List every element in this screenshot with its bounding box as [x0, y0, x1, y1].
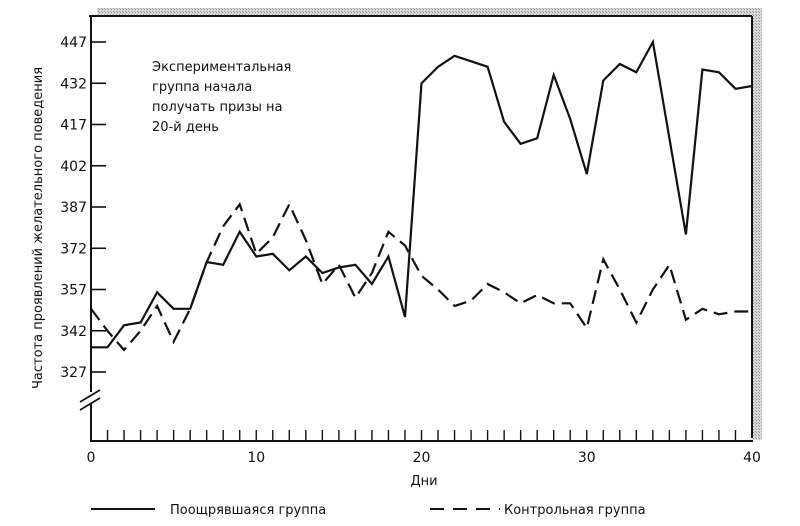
svg-text:группа начала: группа начала [152, 80, 252, 95]
x-tick-label: 20 [413, 450, 431, 466]
legend-item-control: Контрольная группа [430, 503, 646, 518]
annotation-text: Экспериментальная группа начала получать… [152, 60, 291, 135]
x-axis-title: Дни [410, 474, 437, 489]
x-axis: 0 10 20 30 40 [87, 430, 761, 466]
y-tick-label: 417 [60, 118, 87, 134]
legend-label: Поощрявшаяся группа [170, 503, 326, 518]
y-tick-label: 342 [60, 324, 87, 340]
series-line-control [90, 201, 752, 352]
legend: Поощрявшаяся группа Контрольная группа [91, 503, 646, 518]
y-axis-break-icon [79, 389, 101, 411]
x-tick-label: 10 [247, 450, 265, 466]
svg-text:получать призы на: получать призы на [152, 100, 282, 115]
x-tick-label: 0 [87, 450, 96, 466]
y-tick-label: 387 [60, 200, 87, 216]
y-tick-label: 372 [60, 241, 87, 257]
y-tick-label: 402 [60, 159, 87, 175]
frame-shadow-right [752, 8, 762, 440]
svg-text:20-й день: 20-й день [152, 120, 219, 135]
y-axis-title: Частота проявлений желательного поведени… [31, 67, 46, 389]
frame-shadow-top [97, 8, 762, 16]
y-axis: 327 342 357 372 387 402 417 432 447 [60, 35, 106, 381]
y-tick-label: 327 [60, 365, 87, 381]
legend-item-rewarded: Поощрявшаяся группа [91, 503, 326, 518]
legend-label: Контрольная группа [504, 503, 646, 518]
y-tick-label: 447 [60, 35, 87, 51]
y-tick-label: 432 [60, 76, 87, 92]
svg-text:Экспериментальная: Экспериментальная [152, 60, 291, 75]
x-tick-label: 40 [743, 450, 761, 466]
y-tick-label: 357 [60, 283, 87, 299]
x-tick-label: 30 [578, 450, 596, 466]
